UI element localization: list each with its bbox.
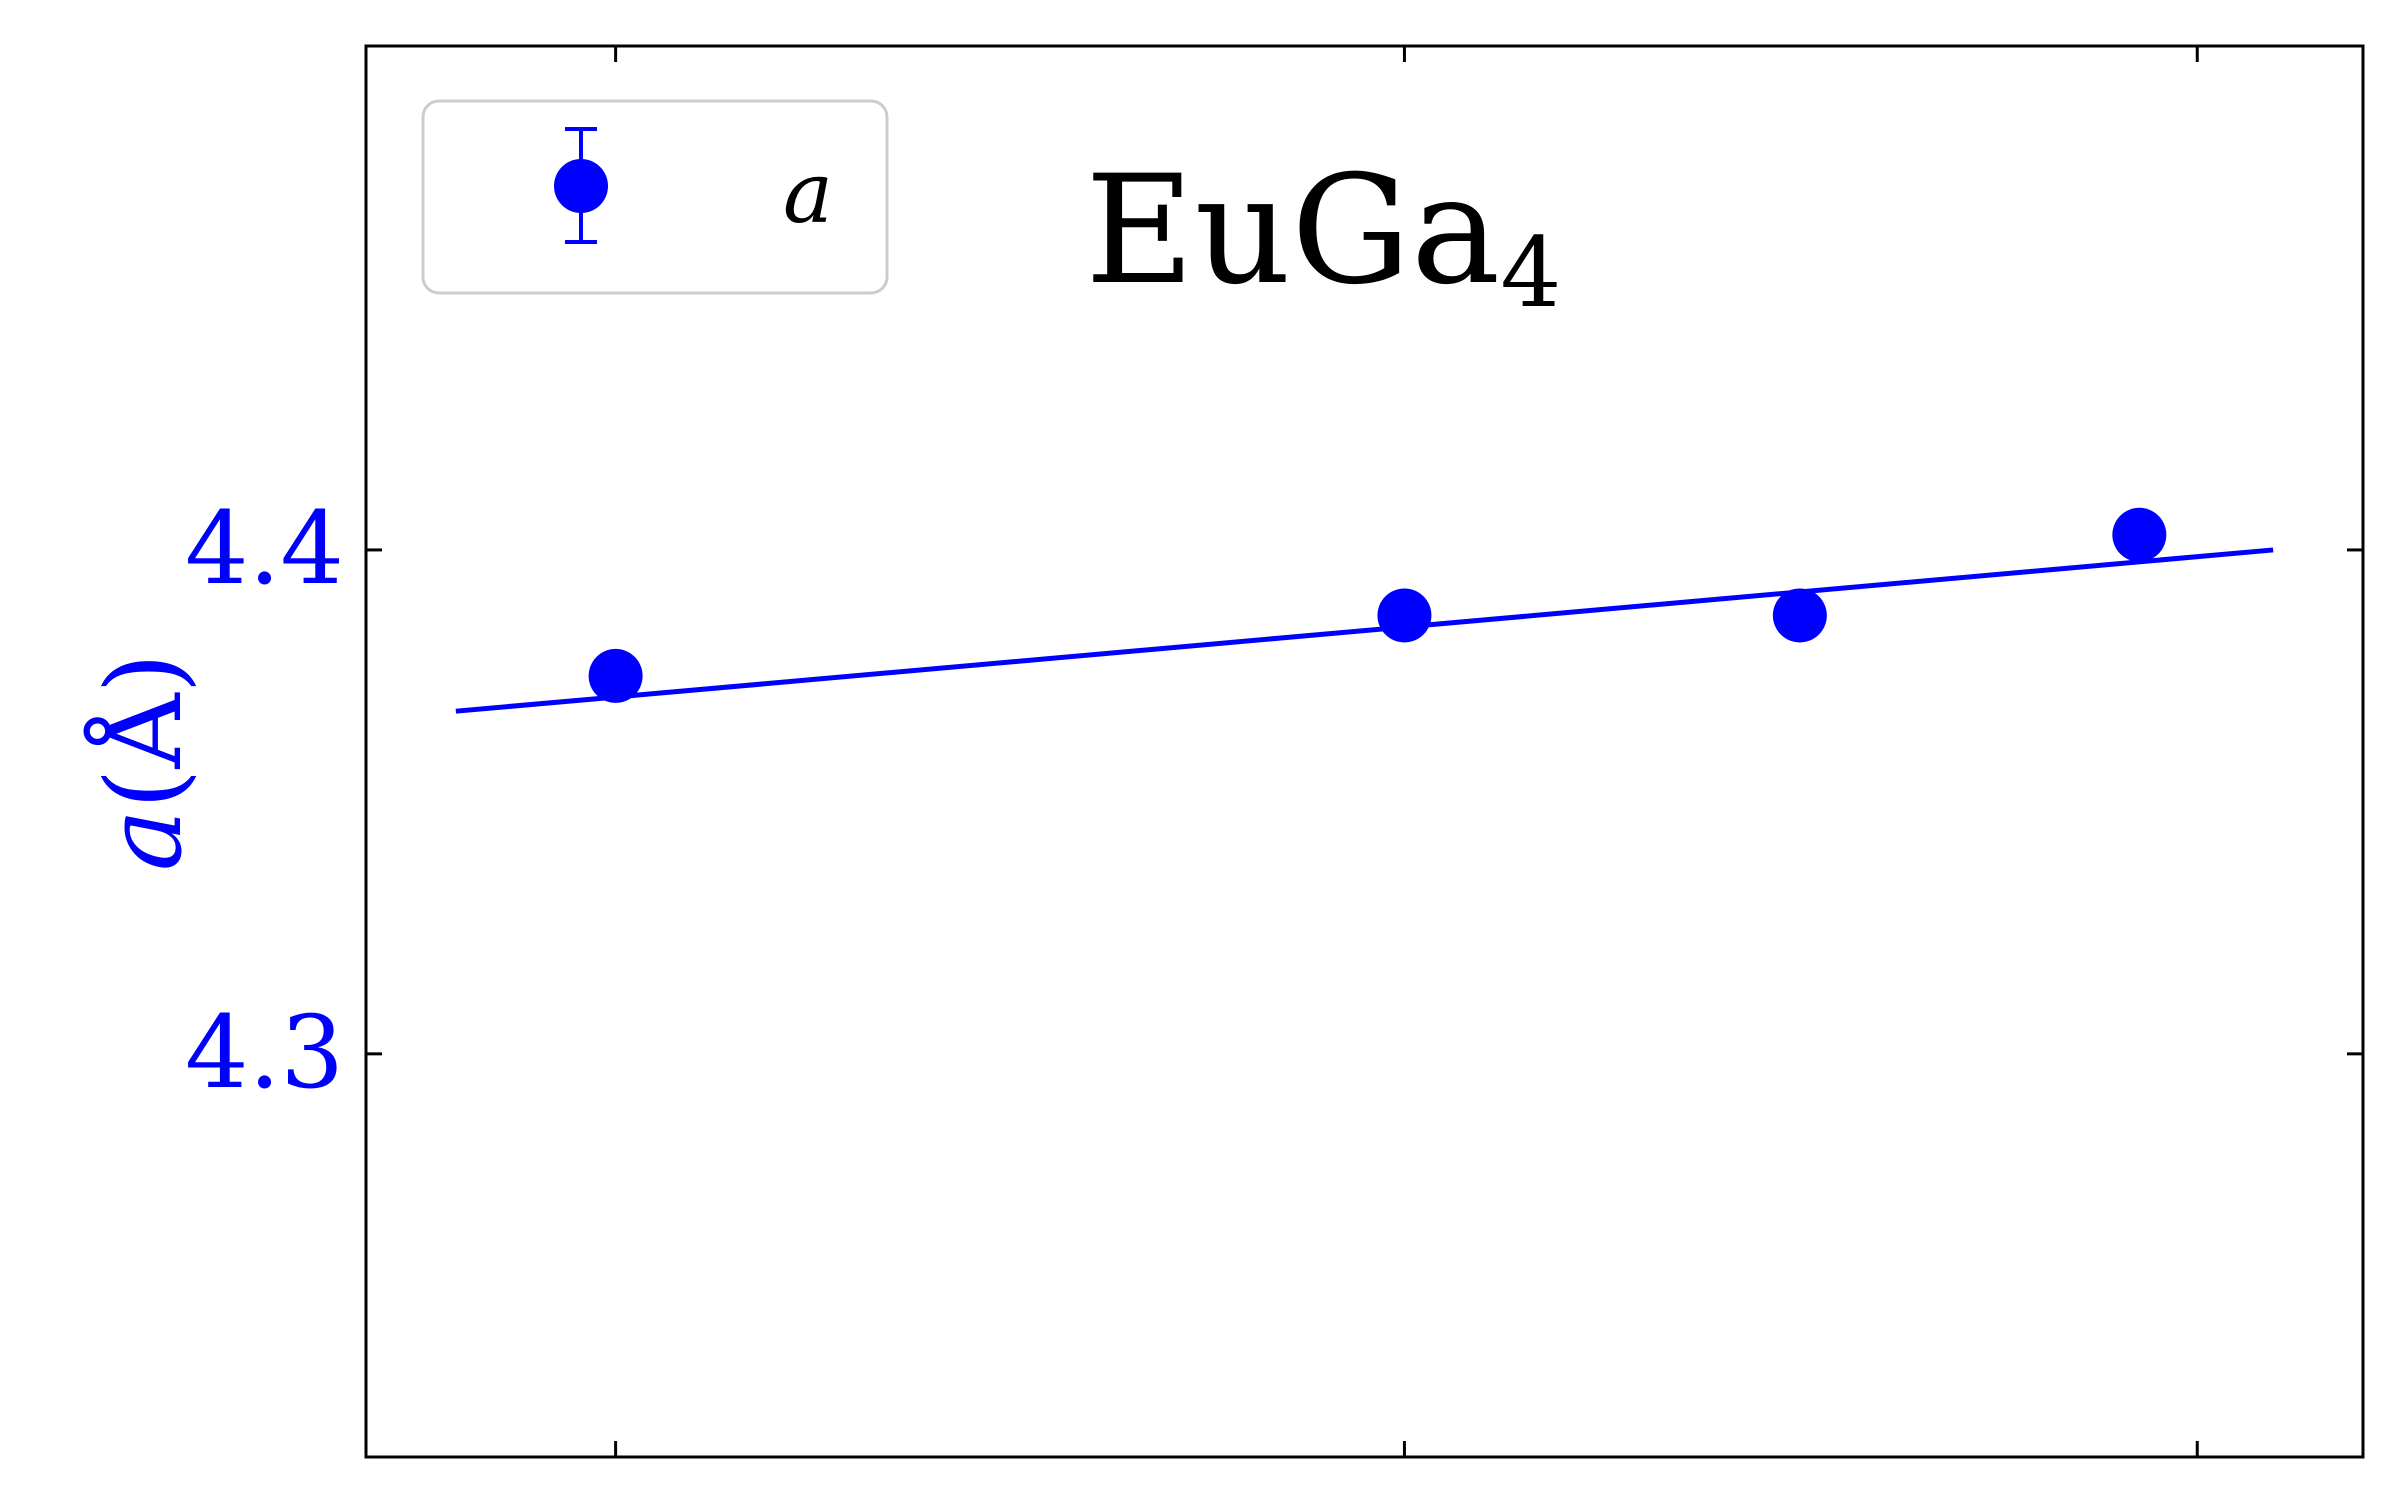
y-axis-label: a(Å) [82,653,205,871]
plot-frame [364,44,2365,1459]
y-tick-label: 4.3 [185,994,344,1111]
legend-label: a [783,144,833,242]
data-point [1772,588,1827,643]
legend-marker [554,159,608,213]
fit-line [455,547,2274,714]
chart-title: EuGa4 [1085,144,1561,329]
legend-box [421,99,889,295]
axis-ticks [366,46,2363,1457]
chart-title-main: EuGa [1085,144,1500,318]
data-point [2112,507,2167,562]
y-tick-label: 4.4 [185,490,344,607]
chart-title-subscript: 4 [1500,217,1561,329]
data-point [1377,588,1432,643]
data-points [588,507,2167,703]
data-point [588,648,643,703]
y-axis-label-unit: (Å) [82,653,205,809]
legend: a [421,99,889,295]
y-tick-labels: 4.3 4.4 [185,490,344,1111]
y-axis-label-variable: a [83,809,205,871]
